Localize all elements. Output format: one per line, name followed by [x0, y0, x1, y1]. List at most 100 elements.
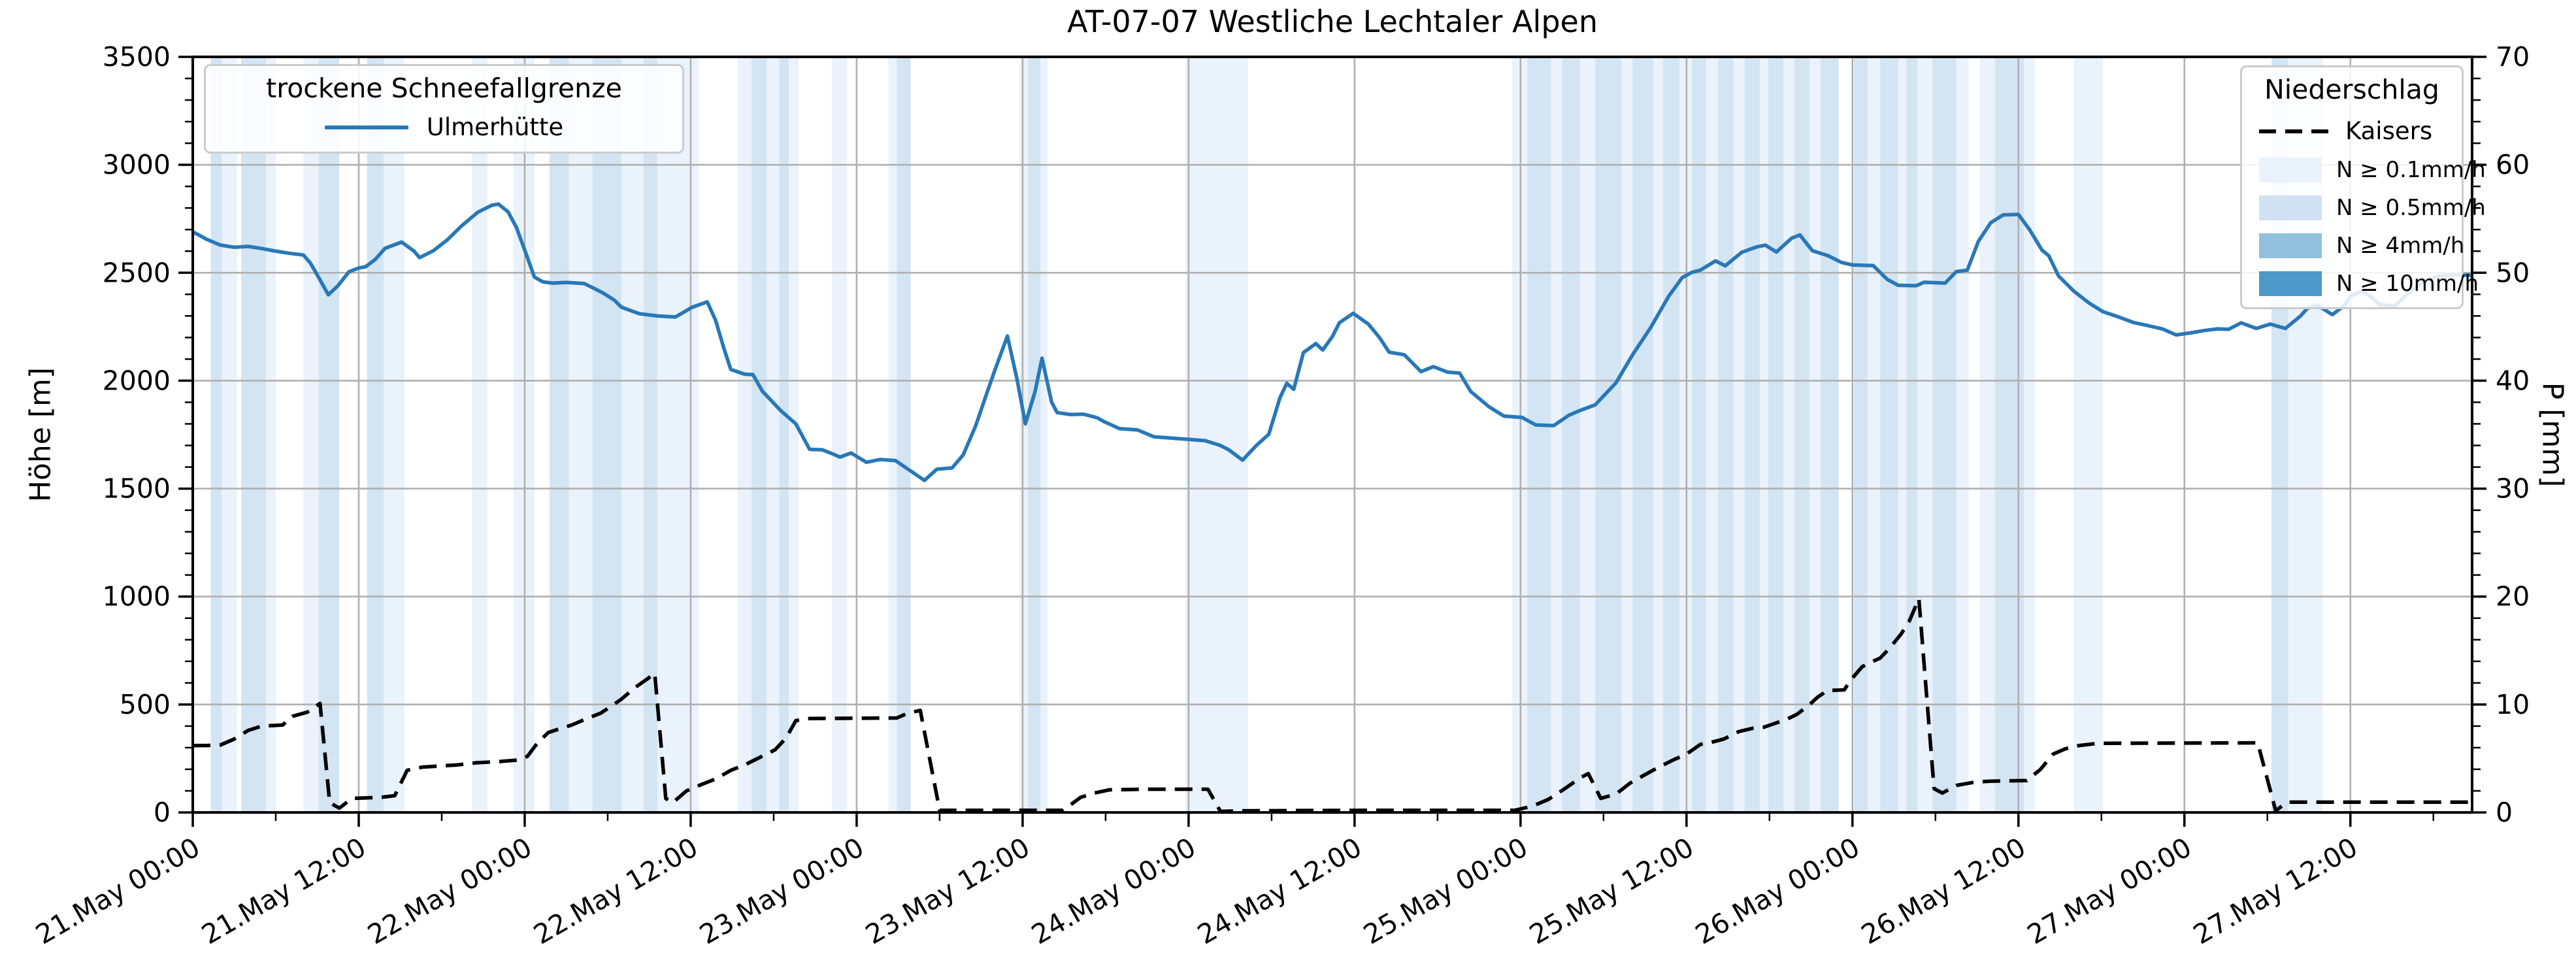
- y-right-tick-label: 70: [2496, 41, 2530, 73]
- precip-band: [1718, 57, 1734, 812]
- y-left-tick-label: 1500: [103, 473, 171, 505]
- x-tick-label: 24.May 00:00: [1026, 831, 1200, 950]
- precip-class-swatch: [2259, 271, 2322, 296]
- kaisers-line: [193, 597, 2471, 814]
- gridlines: [193, 57, 2472, 812]
- chart-title: AT-07-07 Westliche Lechtaler Alpen: [1067, 4, 1598, 39]
- precip-band: [1185, 57, 1248, 812]
- y-left-tick-label: 2500: [103, 257, 171, 288]
- y-left-tick-label: 0: [154, 797, 171, 828]
- precip-band: [2073, 57, 2103, 812]
- legend-precip-class-entry: N ≥ 0.1mm/h: [2259, 157, 2486, 183]
- precip-band: [1621, 57, 1633, 812]
- precip-band: [643, 57, 658, 812]
- precip-band: [897, 57, 911, 812]
- x-tick-label: 26.May 12:00: [1856, 831, 2030, 950]
- plot-border: [191, 56, 2473, 814]
- y-axis-label-left: Höhe [m]: [24, 367, 58, 503]
- precip-band: [1744, 57, 1760, 812]
- snowline-line-sample: [324, 125, 408, 129]
- legend-snowline: trockene Schneefallgrenze Ulmerhütte: [204, 64, 684, 154]
- series-kaisers: [193, 597, 2471, 814]
- precip-band: [1783, 57, 1794, 812]
- y-left-tick-label: 3000: [103, 149, 171, 180]
- precip-class-label: N ≥ 4mm/h: [2336, 233, 2465, 259]
- precip-band: [831, 57, 848, 812]
- y-right-tick-label: 20: [2496, 581, 2530, 612]
- precip-band: [1868, 57, 1881, 812]
- legend-precip-class-entry: N ≥ 4mm/h: [2259, 233, 2464, 259]
- precip-band: [241, 57, 267, 812]
- precip-band: [1028, 57, 1041, 812]
- precip-band: [779, 57, 789, 812]
- y-right-tick-label: 10: [2496, 689, 2530, 720]
- precip-band: [751, 57, 767, 812]
- y-left-tick-label: 1000: [103, 581, 171, 612]
- y-right-tick-label: 50: [2496, 257, 2530, 288]
- y-axis-label-right: P [mm]: [2535, 382, 2569, 488]
- precip-band: [1040, 57, 1048, 812]
- precip-band: [303, 57, 319, 812]
- precip-band: [1527, 57, 1551, 812]
- x-tick-label: 23.May 00:00: [694, 831, 868, 950]
- precip-band: [1562, 57, 1580, 812]
- x-tick-label: 26.May 00:00: [1690, 831, 1864, 950]
- y-right-tick-label: 30: [2496, 473, 2530, 505]
- precip-band: [1917, 57, 1933, 812]
- precip-band: [657, 57, 699, 812]
- x-tick-label: 22.May 00:00: [362, 831, 537, 950]
- legend-precip: Niederschlag Kaisers N ≥ 0.1mm/h N ≥ 0.5m…: [2240, 65, 2486, 309]
- x-tick-label: 24.May 12:00: [1192, 831, 1366, 950]
- ulmerhuette-line: [191, 202, 2471, 482]
- precip-class-label: N ≥ 10mm/h: [2336, 271, 2479, 297]
- precip-band: [1821, 57, 1839, 812]
- x-tick-label: 21.May 12:00: [196, 831, 371, 950]
- x-tick-label: 25.May 00:00: [1358, 831, 1532, 950]
- series-ulmerhuette: [191, 202, 2471, 482]
- precip-band: [1662, 57, 1680, 812]
- precip-band: [2024, 57, 2036, 812]
- precip-band: [767, 57, 780, 812]
- precip-class-swatch: [2259, 158, 2322, 182]
- precip-band: [621, 57, 644, 812]
- y-right-tick-label: 40: [2496, 365, 2530, 396]
- legend-precip-class-entry: N ≥ 10mm/h: [2259, 271, 2479, 297]
- precip-band: [1794, 57, 1810, 812]
- precip-class-label: N ≥ 0.5mm/h: [2336, 195, 2486, 221]
- x-tick-label: 22.May 12:00: [528, 831, 702, 950]
- axis-ticks: [178, 56, 2486, 827]
- x-tick-label: 27.May 12:00: [2188, 831, 2362, 950]
- precip-band: [1733, 57, 1745, 812]
- precip-band: [1653, 57, 1663, 812]
- precip-band: [1768, 57, 1783, 812]
- precip-band: [1551, 57, 1562, 812]
- precip-band: [1760, 57, 1768, 812]
- precip-band: [1706, 57, 1719, 812]
- legend-precip-title: Niederschlag: [2264, 74, 2439, 105]
- y-right-tick-label: 0: [2496, 797, 2513, 828]
- kaisers-entry-label: Kaisers: [2345, 117, 2433, 145]
- precip-class-swatch: [2259, 233, 2322, 258]
- precip-band: [222, 57, 237, 812]
- precip-band: [789, 57, 799, 812]
- precip-band: [1906, 57, 1918, 812]
- precip-band: [1932, 57, 1957, 812]
- y-right-tick-label: 60: [2496, 149, 2530, 180]
- precip-band: [1809, 57, 1821, 812]
- y-left-tick-label: 2000: [103, 365, 171, 396]
- precip-band: [1956, 57, 1969, 812]
- precip-band: [737, 57, 752, 812]
- x-tick-label: 21.May 00:00: [31, 831, 205, 950]
- legend-snowline-entry: Ulmerhütte: [223, 113, 665, 141]
- precip-band: [1632, 57, 1654, 812]
- precip-band: [1898, 57, 1907, 812]
- precip-band: [367, 57, 384, 812]
- precip-band: [1595, 57, 1622, 812]
- precip-band: [888, 57, 897, 812]
- precip-band: [384, 57, 405, 812]
- x-tick-label: 23.May 12:00: [860, 831, 1034, 950]
- precip-band: [472, 57, 487, 812]
- precip-band: [569, 57, 593, 812]
- legend-precip-classes: N ≥ 0.1mm/h N ≥ 0.5mm/h N ≥ 4mm/h N ≥ 10mm/…: [2259, 157, 2486, 297]
